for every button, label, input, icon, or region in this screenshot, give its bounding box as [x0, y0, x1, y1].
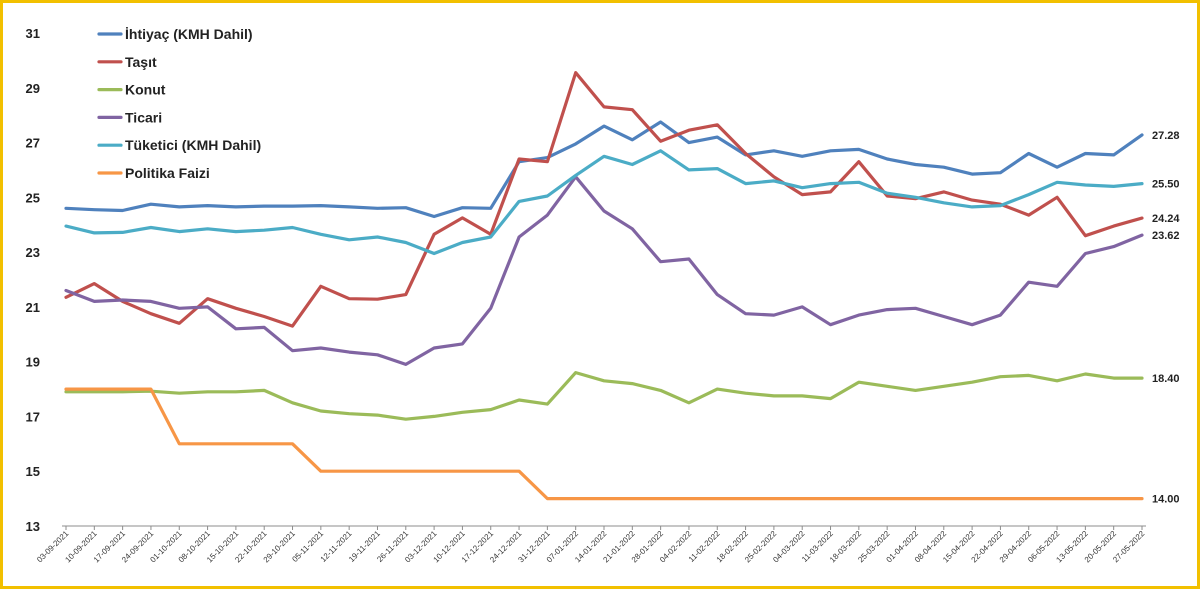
y-tick-label: 29	[26, 81, 40, 96]
series-line-1	[64, 71, 1144, 328]
series-end-label: 27.28	[1152, 130, 1180, 142]
legend: İhtiyaç (KMH Dahil) Taşıt Konut Ticari Tüket…	[97, 26, 261, 181]
series-line-3	[64, 175, 1144, 366]
y-tick-label: 23	[26, 245, 40, 260]
legend-label: Politika Faizi	[125, 165, 210, 181]
series-end-label: 24.24	[1152, 213, 1180, 225]
series-end-label: 23.62	[1152, 230, 1180, 242]
series-line-0	[64, 120, 1144, 219]
y-tick-label: 15	[26, 464, 40, 479]
series-line-5	[64, 387, 1144, 501]
legend-label: Ticari	[125, 109, 162, 125]
series-lines	[64, 71, 1144, 501]
y-tick-label: 13	[26, 519, 40, 534]
series-end-label: 18.40	[1152, 373, 1180, 385]
y-tick-label: 19	[26, 355, 40, 370]
y-tick-label: 17	[26, 409, 40, 424]
y-axis: 13 15 17 19 21 23 25 27 29 31	[26, 26, 40, 534]
series-end-label: 14.00	[1152, 494, 1180, 506]
legend-label: Konut	[125, 82, 166, 98]
y-tick-label: 25	[26, 190, 40, 205]
series-line-4	[64, 149, 1144, 256]
legend-label: Taşıt	[125, 54, 157, 70]
y-tick-label: 27	[26, 136, 40, 151]
y-tick-label: 31	[26, 26, 40, 41]
legend-label: İhtiyaç (KMH Dahil)	[125, 26, 253, 42]
legend-label: Tüketici (KMH Dahil)	[125, 137, 261, 153]
series-end-label: 25.50	[1152, 179, 1180, 191]
series-line-2	[64, 371, 1144, 421]
y-tick-label: 21	[26, 300, 40, 315]
end-labels: 27.28 24.24 18.40 23.62 25.50 14.00	[1152, 130, 1180, 506]
x-axis: 03-09-202110-09-202117-09-202124-09-2021…	[35, 525, 1147, 564]
